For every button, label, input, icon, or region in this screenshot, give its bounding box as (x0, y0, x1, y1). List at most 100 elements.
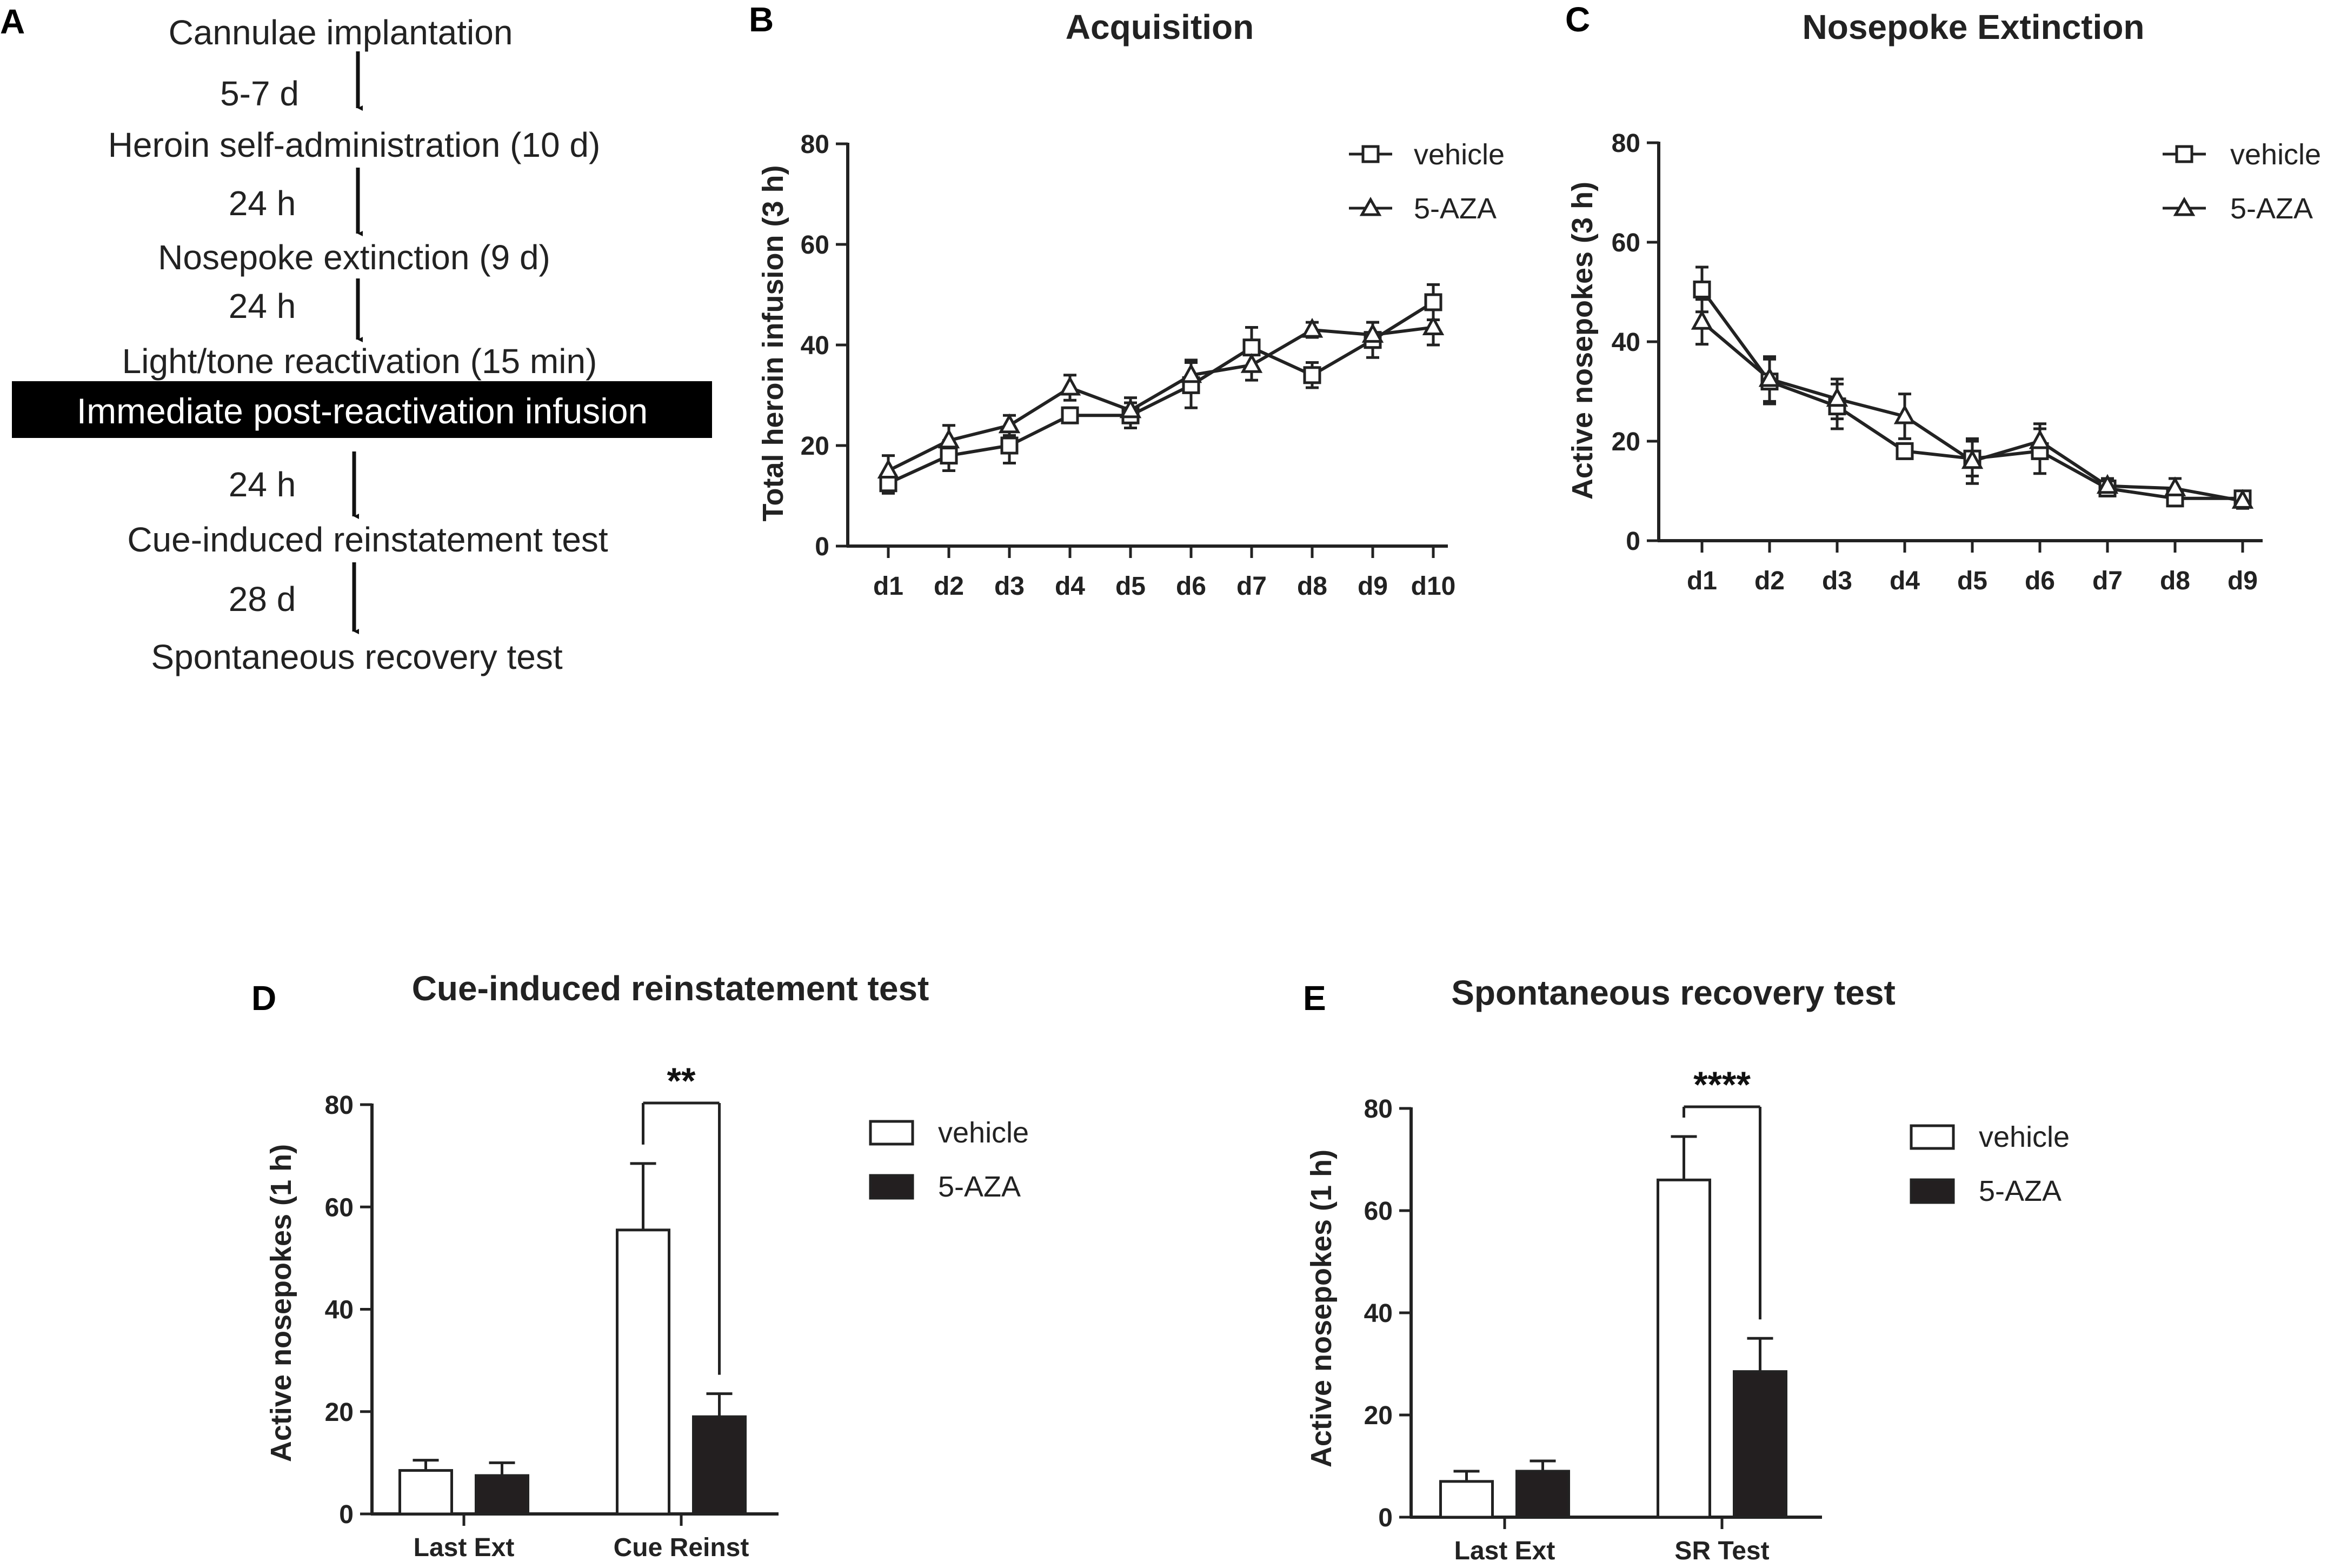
legend-label-5aza: 5-AZA (1414, 192, 1497, 225)
reinstatement-legend: vehicle 5-AZA (869, 1117, 1029, 1203)
y-tick-label: 80 (1364, 1095, 1393, 1124)
y-tick-label: 60 (801, 231, 829, 260)
y-tick-label: 40 (1364, 1299, 1393, 1328)
data-point-5-AZA (1119, 398, 1142, 418)
data-point-5-AZA (2029, 429, 2051, 449)
timeline-step-6: Cue-induced reinstatement test (127, 520, 608, 559)
x-tick-label: d7 (2092, 567, 2123, 595)
x-tick-label: d3 (994, 572, 1025, 601)
triangle-marker-icon (2173, 196, 2196, 216)
square-marker-icon (2175, 145, 2193, 163)
spontaneous-recovery-x-ticks: Last Ext SR Test (1454, 1517, 1770, 1565)
acquisition-title: Acquisition (1066, 8, 1254, 46)
reinstatement-y-axis-label: Active nosepokes (1 h) (265, 1144, 297, 1462)
bar-vehicle (398, 1469, 453, 1516)
spontaneous-recovery-y-ticks: 0 20 40 60 80 (1364, 1095, 1411, 1532)
data-point-5-AZA (937, 428, 960, 449)
timeline-interval-1: 5-7 d (220, 74, 299, 113)
spontaneous-recovery-legend: vehicle 5-AZA (1910, 1121, 2070, 1207)
panel-letter-b: B (749, 0, 774, 39)
y-tick-label: 0 (815, 533, 829, 561)
acquisition-axes (846, 143, 1448, 548)
legend-label-5aza: 5-AZA (2230, 192, 2313, 225)
y-tick-label: 40 (325, 1296, 354, 1325)
x-tick-label: d6 (2025, 567, 2055, 595)
spontaneous-recovery-bars (1439, 1135, 1787, 1519)
y-tick-label: 60 (325, 1193, 354, 1222)
timeline-interval-4: 24 h (229, 465, 296, 504)
y-tick-label: 0 (339, 1500, 354, 1529)
acquisition-chart: Acquisition Total heroin infusion (3 h) … (757, 8, 1505, 601)
legend-swatch-vehicle (1910, 1124, 1955, 1150)
x-tick-label: d2 (1754, 567, 1785, 595)
legend-swatch-5aza (1910, 1178, 1955, 1204)
reinstatement-bars (398, 1162, 747, 1516)
y-tick-label: 20 (325, 1398, 354, 1427)
x-tick-label: Cue Reinst (614, 1533, 749, 1562)
timeline-step-1: Cannulae implantation (169, 13, 513, 52)
y-tick-label: 80 (801, 130, 829, 159)
x-tick-label: d10 (1411, 572, 1456, 601)
bar-5-AZA (1733, 1370, 1787, 1519)
reinstatement-y-ticks: 0 20 40 60 80 (325, 1091, 372, 1529)
y-tick-label: 40 (1612, 328, 1640, 357)
x-tick-label: d4 (1055, 572, 1085, 601)
data-point-5-AZA (2164, 476, 2186, 496)
x-tick-label: d1 (873, 572, 903, 601)
bar-vehicle (616, 1228, 670, 1516)
timeline-step-7: Spontaneous recovery test (151, 637, 563, 676)
legend-swatch-5aza (869, 1174, 914, 1200)
x-tick-label: d6 (1176, 572, 1206, 601)
x-tick-label: d1 (1687, 567, 1717, 595)
panel-letter-e: E (1303, 979, 1326, 1018)
x-tick-label: Last Ext (1454, 1537, 1555, 1565)
y-tick-label: 0 (1626, 527, 1640, 556)
data-point-vehicle (1424, 293, 1442, 311)
y-tick-label: 60 (1364, 1197, 1393, 1226)
bar-5-AZA (1515, 1470, 1570, 1519)
extinction-title: Nosepoke Extinction (1803, 8, 2145, 46)
panel-letter-c: C (1565, 0, 1590, 39)
acquisition-series (877, 283, 1445, 495)
bar-5-AZA (475, 1474, 529, 1516)
y-tick-label: 0 (1378, 1504, 1393, 1532)
significance-marker: **** (1693, 1064, 1751, 1105)
extinction-series (1691, 265, 2254, 510)
timeline-interval-5: 28 d (229, 580, 296, 619)
timeline-step-5: Immediate post-reactivation infusion (77, 391, 648, 431)
legend-label-vehicle: vehicle (1979, 1121, 2070, 1153)
extinction-chart: Nosepoke Extinction Active nosepokes (3 … (1566, 8, 2321, 595)
legend-label-5aza: 5-AZA (1979, 1175, 2062, 1207)
x-tick-label: d2 (934, 572, 964, 601)
data-point-5-AZA (2096, 474, 2119, 494)
x-tick-label: d8 (2160, 567, 2190, 595)
acquisition-y-ticks: 0 20 40 60 80 (801, 130, 848, 561)
data-point-5-AZA (1301, 317, 1324, 338)
x-tick-label: d5 (1115, 572, 1146, 601)
y-tick-label: 80 (1612, 129, 1640, 158)
acquisition-x-ticks: d1 d2 d3 d4 d5 d6 d7 d8 d9 d10 (873, 546, 1455, 601)
spontaneous-recovery-chart: Spontaneous recovery test Active nosepok… (1305, 973, 2070, 1565)
bar-5-AZA (692, 1415, 747, 1516)
x-tick-label: d4 (1890, 567, 1920, 595)
x-tick-label: d9 (2227, 567, 2258, 595)
legend-label-vehicle: vehicle (938, 1117, 1029, 1149)
panel-letter-a: A (0, 2, 25, 41)
timeline-step-2: Heroin self-administration (10 d) (108, 125, 601, 164)
data-point-5-AZA (1240, 353, 1263, 373)
data-point-5-AZA (2231, 489, 2254, 509)
data-point-5-AZA (1691, 310, 1713, 330)
reinstatement-title: Cue-induced reinstatement test (412, 969, 929, 1008)
extinction-y-ticks: 0 20 40 60 80 (1612, 129, 1659, 556)
y-tick-label: 20 (1364, 1401, 1393, 1430)
series-line-vehicle (887, 301, 1434, 485)
x-tick-label: Last Ext (414, 1533, 515, 1562)
data-point-5-AZA (877, 459, 900, 479)
reinstatement-chart: Cue-induced reinstatement test Active no… (265, 969, 1029, 1562)
data-point-5-AZA (1826, 387, 1848, 407)
data-point-vehicle (1000, 436, 1019, 455)
spontaneous-recovery-y-axis-label: Active nosepokes (1 h) (1305, 1150, 1338, 1467)
timeline-interval-3: 24 h (229, 287, 296, 325)
